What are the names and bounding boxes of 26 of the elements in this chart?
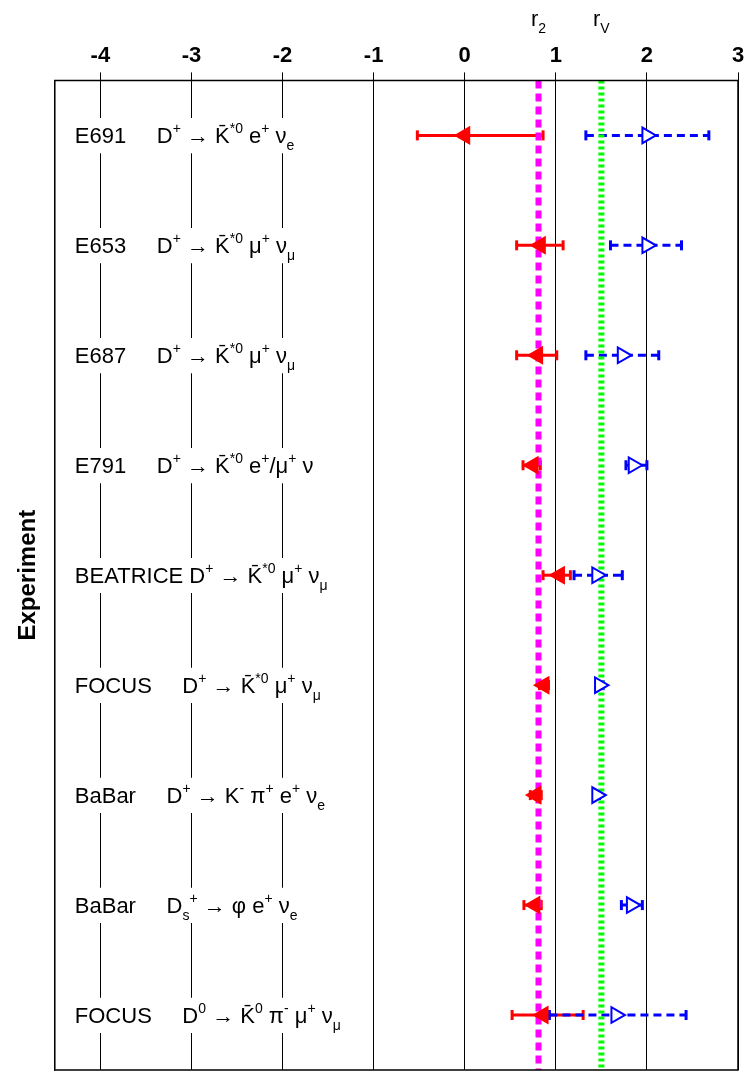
x-tick-label: -2 [272,42,293,68]
x-tick-label: 3 [731,42,745,68]
point [523,456,539,475]
x-tick-label: 0 [458,42,471,68]
point [549,566,565,584]
point [616,346,633,365]
point [527,346,544,365]
point [594,676,610,694]
x-tick-label: -4 [90,42,111,68]
point [641,236,657,255]
point [610,1006,626,1024]
point [525,786,542,804]
point [591,786,607,804]
x-tick-label: 2 [640,42,654,68]
point [530,236,546,255]
point [625,896,642,914]
point [627,456,644,475]
point [591,566,607,584]
point [524,896,541,914]
x-tick-label: 1 [549,42,562,68]
x-tick-label: -3 [181,42,202,68]
point [641,126,657,145]
y-axis-title: Experiment [13,509,41,641]
x-tick-label: -1 [363,42,384,68]
point [533,676,550,694]
point [533,1006,549,1024]
